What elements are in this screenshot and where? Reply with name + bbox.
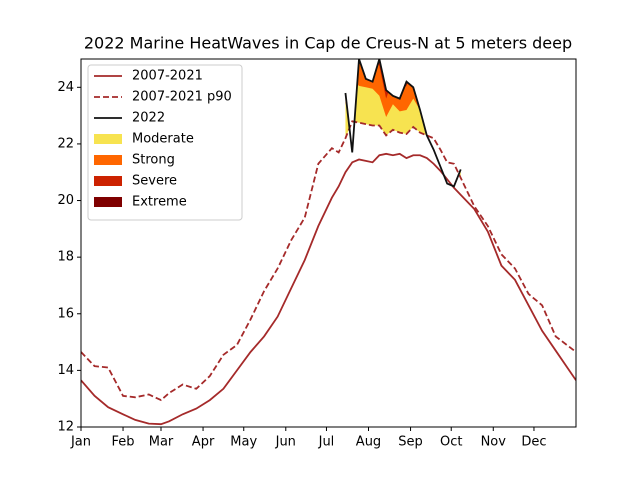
x-tick-label: Nov bbox=[481, 435, 507, 450]
y-tick-label: 16 bbox=[57, 306, 74, 321]
legend-swatch bbox=[94, 176, 122, 186]
series-line bbox=[81, 120, 576, 402]
x-tick-label: May bbox=[230, 435, 257, 450]
legend-swatch bbox=[94, 197, 122, 207]
y-tick-label: 14 bbox=[57, 363, 74, 378]
y-tick-label: 24 bbox=[57, 80, 74, 95]
series-line bbox=[81, 152, 576, 426]
x-tick-label: Oct bbox=[440, 435, 462, 450]
legend-label: 2022 bbox=[132, 111, 165, 126]
x-tick-label: Jan bbox=[70, 435, 91, 450]
y-tick-label: 12 bbox=[57, 420, 74, 435]
legend-label: Extreme bbox=[132, 195, 187, 210]
legend-label: Moderate bbox=[132, 132, 194, 147]
legend-swatch bbox=[94, 155, 122, 165]
legend-swatch bbox=[94, 134, 122, 144]
x-tick-label: Mar bbox=[149, 435, 174, 450]
x-tick-label: Dec bbox=[521, 435, 546, 450]
y-tick-label: 22 bbox=[57, 136, 74, 151]
x-tick-label: Feb bbox=[112, 435, 135, 450]
x-tick-label: Sep bbox=[398, 435, 423, 450]
y-tick-label: 20 bbox=[57, 193, 74, 208]
x-tick-label: Apr bbox=[192, 435, 215, 450]
legend-box bbox=[87, 64, 243, 221]
legend-label: Strong bbox=[132, 153, 175, 168]
chart-title: 2022 Marine HeatWaves in Cap de Creus-N … bbox=[84, 34, 572, 53]
x-tick-label: Jul bbox=[318, 435, 335, 450]
legend-label: 2007-2021 bbox=[132, 69, 203, 84]
axes-frame bbox=[80, 58, 577, 428]
legend-label: Severe bbox=[132, 174, 177, 189]
x-tick-label: Aug bbox=[356, 435, 381, 450]
y-tick-label: 18 bbox=[57, 250, 74, 265]
x-tick-label: Jun bbox=[275, 435, 296, 450]
legend-label: 2007-2021 p90 bbox=[132, 90, 232, 105]
series-line bbox=[344, 59, 462, 188]
